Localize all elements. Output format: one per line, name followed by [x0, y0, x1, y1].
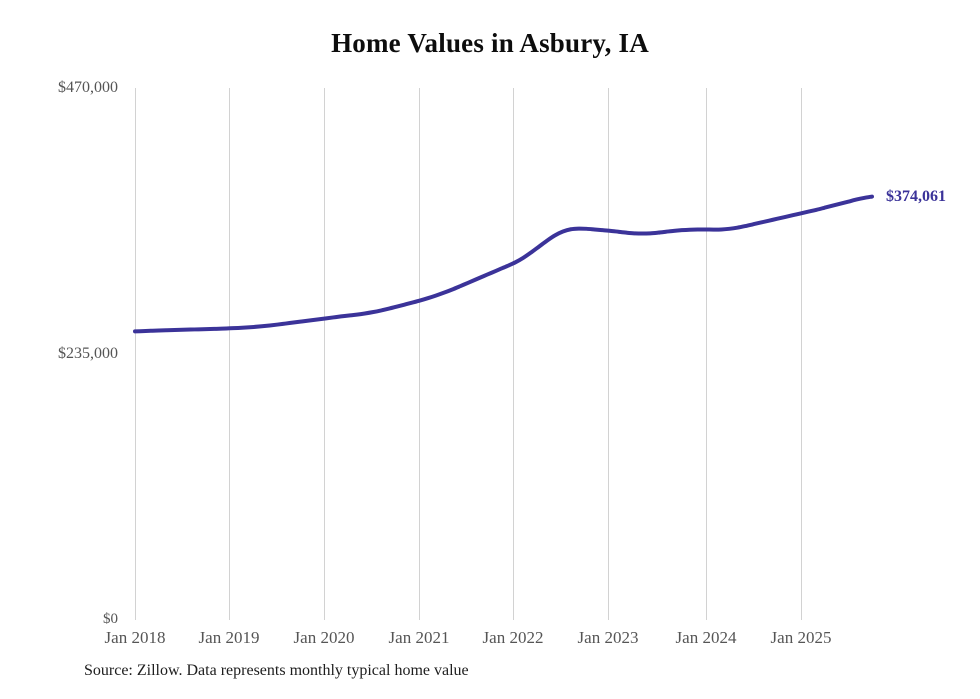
chart-title: Home Values in Asbury, IA: [331, 28, 649, 58]
series-line-0: [133, 194, 874, 334]
x-tick-jan-2025: Jan 2025: [770, 628, 832, 647]
x-tick-jan-2021: Jan 2021: [388, 628, 450, 647]
gridlines: [135, 88, 802, 620]
y-tick-235000: $235,000: [58, 345, 118, 362]
y-tick-470000: $470,000: [58, 79, 118, 96]
x-tick-jan-2018: Jan 2018: [104, 628, 166, 647]
y-tick-0: $0: [103, 611, 118, 627]
end-value-label: $374,061: [886, 187, 946, 205]
x-tick-jan-2020: Jan 2020: [293, 628, 355, 647]
source-footnote: Source: Zillow. Data represents monthly …: [84, 662, 469, 679]
x-tick-jan-2023: Jan 2023: [577, 628, 639, 647]
x-tick-jan-2019: Jan 2019: [198, 628, 260, 647]
x-tick-jan-2022: Jan 2022: [482, 628, 544, 647]
series-lines: [133, 194, 874, 334]
x-tick-jan-2024: Jan 2024: [675, 628, 737, 647]
